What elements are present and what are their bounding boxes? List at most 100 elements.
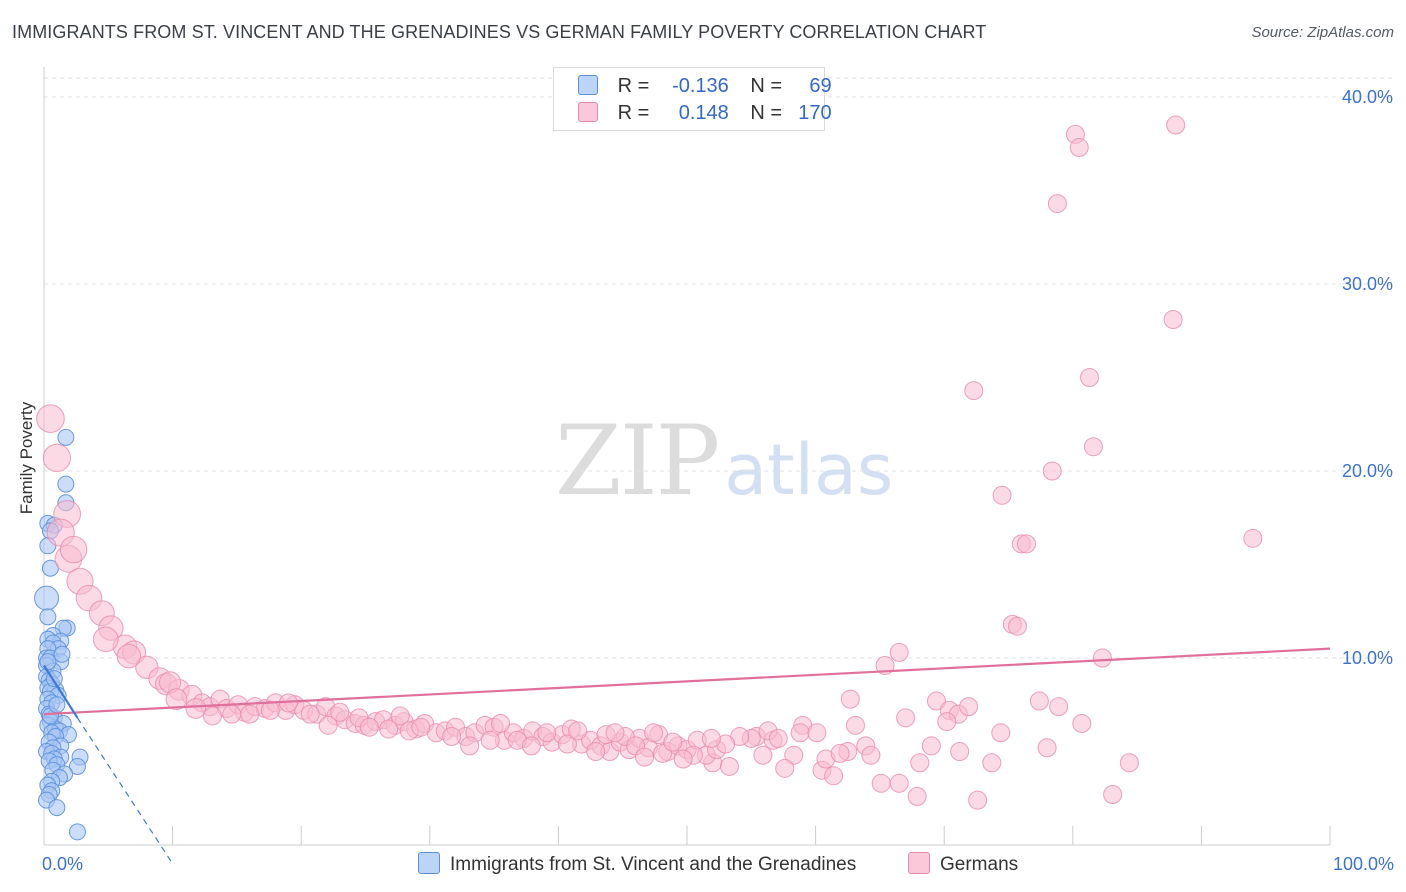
- point-germans: [537, 723, 557, 743]
- bottom-legend-germans: Germans: [908, 852, 1018, 876]
- axes: [43, 67, 1331, 846]
- y-tick-label: 20.0%: [1342, 461, 1393, 481]
- legend-swatch-pink: [578, 102, 598, 122]
- point-germans: [950, 742, 970, 761]
- point-immigrants: [53, 645, 71, 663]
- point-germans: [521, 736, 541, 756]
- point-immigrants: [48, 696, 66, 714]
- point-germans: [586, 742, 606, 761]
- point-immigrants: [39, 608, 57, 626]
- point-germans: [568, 721, 588, 741]
- point-germans: [824, 766, 844, 786]
- point-germans: [896, 708, 916, 728]
- grid-lines: [44, 77, 1392, 659]
- point-germans: [845, 715, 865, 735]
- bottom-legend-immigrants: Immigrants from St. Vincent and the Gren…: [418, 852, 856, 876]
- point-germans: [557, 734, 577, 754]
- point-germans: [1017, 534, 1037, 554]
- legend-r-value-1: -0.136: [672, 75, 729, 97]
- point-germans: [300, 704, 320, 724]
- point-germans: [889, 642, 909, 662]
- point-germans: [165, 688, 188, 711]
- point-germans: [116, 643, 142, 669]
- y-axis-label: Family Poverty: [17, 401, 36, 514]
- point-germans: [937, 712, 957, 732]
- point-germans: [1042, 461, 1062, 481]
- point-germans: [635, 747, 655, 767]
- point-immigrants: [48, 799, 66, 817]
- point-germans: [359, 717, 379, 737]
- x-tick-label: 100.0%: [1333, 854, 1394, 874]
- point-germans: [775, 758, 795, 778]
- point-germans: [926, 691, 946, 711]
- point-germans: [719, 756, 739, 776]
- point-germans: [1037, 738, 1057, 758]
- point-germans: [968, 790, 988, 810]
- y-tick-label: 40.0%: [1342, 87, 1393, 107]
- point-germans: [605, 723, 625, 743]
- point-germans: [1049, 697, 1069, 717]
- watermark: ZIPatlas: [555, 405, 893, 517]
- point-germans: [222, 704, 242, 724]
- point-germans: [830, 743, 850, 763]
- point-germans: [991, 723, 1011, 743]
- legend-r-label-2: R =: [617, 102, 650, 124]
- point-germans: [1080, 368, 1100, 387]
- point-germans: [1083, 437, 1103, 457]
- point-germans: [442, 727, 462, 747]
- point-germans: [185, 698, 207, 719]
- point-germans: [1069, 137, 1089, 157]
- point-germans: [673, 749, 693, 769]
- watermark-zip: ZIP: [555, 405, 720, 517]
- point-germans: [907, 786, 927, 806]
- point-germans: [1119, 753, 1139, 773]
- point-germans: [318, 715, 338, 735]
- point-germans: [964, 381, 984, 401]
- point-germans: [390, 706, 410, 726]
- point-germans: [840, 689, 860, 709]
- point-germans: [1166, 115, 1186, 135]
- point-germans: [982, 753, 1002, 773]
- point-immigrants: [34, 585, 60, 611]
- point-germans: [36, 404, 65, 433]
- trend-line-germans: [43, 647, 1331, 716]
- correlation-legend: R = -0.136 N = 69 R = 0.148 N = 170: [553, 67, 832, 131]
- point-germans: [1029, 691, 1049, 711]
- bottom-legend-label-germans: Germans: [940, 854, 1019, 875]
- point-immigrants: [68, 823, 86, 841]
- point-germans: [807, 723, 827, 743]
- point-germans: [260, 700, 280, 720]
- point-germans: [790, 723, 810, 743]
- y-tick-label: 30.0%: [1342, 274, 1393, 294]
- y-tick-label: 10.0%: [1342, 648, 1393, 668]
- trend-lines: [43, 647, 1331, 865]
- point-germans: [92, 626, 119, 653]
- point-germans: [1243, 528, 1263, 548]
- point-germans: [784, 745, 804, 765]
- legend-r-value-2: 0.148: [678, 102, 729, 124]
- chart-title: IMMIGRANTS FROM ST. VINCENT AND THE GREN…: [12, 22, 987, 42]
- point-germans: [330, 702, 350, 722]
- point-germans: [701, 728, 721, 748]
- point-germans: [768, 728, 788, 748]
- watermark-atlas: atlas: [724, 429, 894, 511]
- point-germans: [59, 535, 88, 564]
- series-germans-points: [36, 115, 1263, 810]
- legend-row-germans: R = 0.148 N = 170: [578, 102, 832, 126]
- source-label: Source: ZipAtlas.com: [1251, 24, 1394, 41]
- point-germans: [992, 485, 1012, 505]
- legend-r-label-1: R =: [617, 75, 650, 97]
- point-germans: [460, 736, 480, 756]
- point-germans: [1008, 616, 1028, 636]
- point-immigrants: [57, 475, 75, 493]
- point-germans: [861, 745, 881, 765]
- point-germans: [1072, 713, 1092, 733]
- tick-labels: 10.0% 20.0% 30.0% 40.0% 0.0% 100.0%: [42, 87, 1394, 874]
- bottom-legend-swatch-blue: [418, 852, 440, 874]
- point-germans: [921, 736, 941, 756]
- point-germans: [491, 713, 511, 733]
- point-immigrants: [68, 757, 86, 775]
- point-germans: [871, 773, 891, 793]
- point-germans: [1103, 785, 1123, 805]
